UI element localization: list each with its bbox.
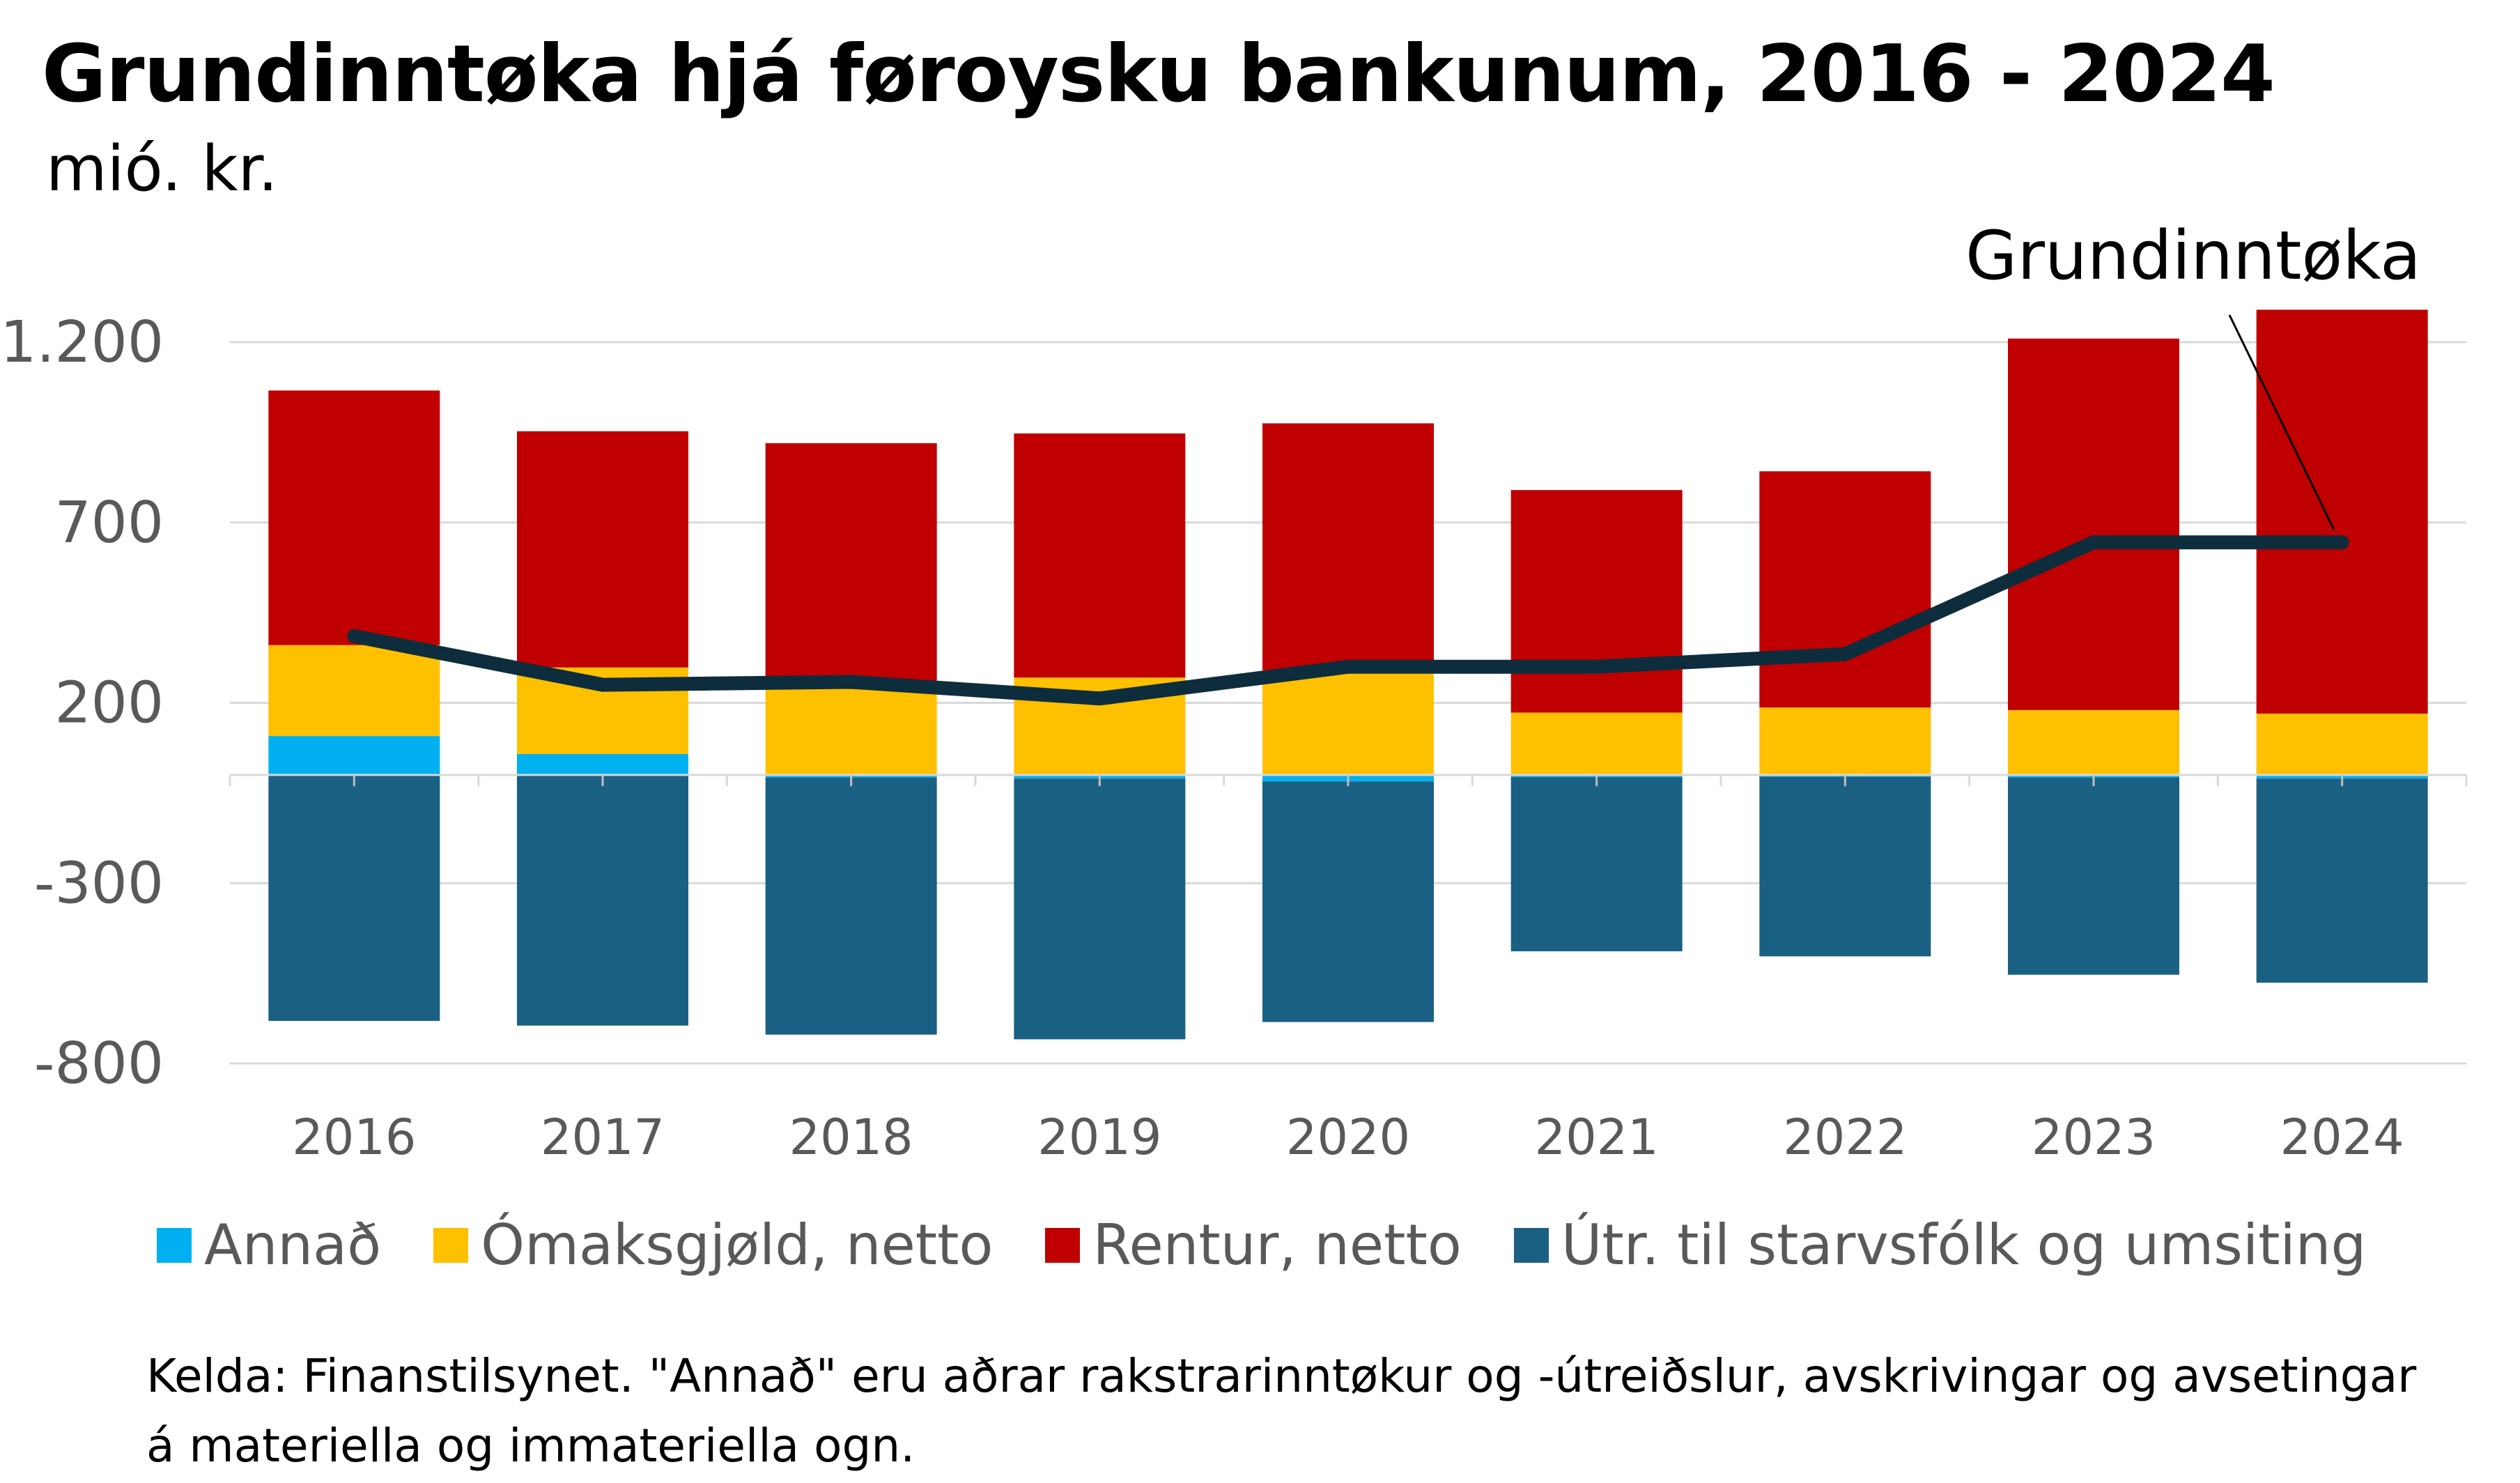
x-axis: 2016 2017 2018 2019 2020 2021 2022 2023 2024 — [229, 774, 2468, 1166]
x-tick-label: 2017 — [541, 1109, 665, 1166]
x-tick-label: 2018 — [789, 1109, 913, 1166]
chart-title: Grundinntøka hjá føroysku bankunum, 2016… — [42, 28, 2275, 120]
bar-segment — [1262, 423, 1434, 670]
legend-item: Annað — [157, 1213, 381, 1277]
legend-swatch — [1513, 1227, 1549, 1263]
bar-segment — [1014, 433, 1186, 678]
bar-segment — [765, 688, 937, 775]
bar-segment — [517, 753, 688, 775]
grundinntoka-line — [347, 535, 2349, 706]
y-axis: 1.200 700 200 -300 -800 — [0, 309, 164, 1097]
bar-segment — [2008, 777, 2179, 975]
bar-segment — [2256, 714, 2428, 775]
legend-item: Ómaksgjøld, netto — [433, 1213, 993, 1277]
bar-segment — [1014, 778, 1186, 1040]
bar-segment — [1262, 670, 1434, 775]
x-tick-label: 2022 — [1783, 1109, 1907, 1166]
bar-segment — [268, 645, 440, 737]
legend-label: Útr. til starvsfólk og umsiting — [1561, 1213, 2367, 1277]
legend-item: Rentur, netto — [1045, 1213, 1462, 1277]
line-series — [347, 535, 2349, 706]
bar-segment — [1759, 471, 1931, 708]
annotation-leader-line — [2228, 314, 2335, 530]
y-tick-label: 700 — [54, 490, 164, 556]
annotations: Grundinntøka — [1965, 217, 2421, 530]
bar-segment — [765, 777, 937, 1035]
bar-segment — [268, 736, 440, 775]
legend-label: Annað — [204, 1213, 382, 1277]
bar-segment — [2256, 309, 2428, 714]
legend-swatch — [433, 1227, 469, 1263]
legend-swatch — [1045, 1227, 1081, 1263]
x-tick-label: 2021 — [1535, 1109, 1659, 1166]
annotation-label: Grundinntøka — [1965, 217, 2421, 295]
y-tick-label: 1.200 — [0, 309, 164, 376]
legend-item: Útr. til starvsfólk og umsiting — [1513, 1213, 2367, 1277]
bar-segment — [2008, 338, 2179, 710]
x-tick-label: 2020 — [1286, 1109, 1410, 1166]
legend-label: Ómaksgjøld, netto — [481, 1213, 994, 1277]
y-tick-label: -800 — [34, 1031, 164, 1097]
x-tick-label: 2023 — [2032, 1109, 2156, 1166]
bar-segment — [2256, 778, 2428, 983]
legend-label: Rentur, netto — [1092, 1213, 1462, 1277]
bar-segment — [268, 775, 440, 1021]
x-tick-label: 2016 — [292, 1109, 416, 1166]
x-tick-label: 2024 — [2280, 1109, 2404, 1166]
y-tick-label: -300 — [34, 850, 164, 916]
bar-segment — [1510, 777, 1683, 952]
bar-segment — [268, 390, 440, 645]
bar-segment — [517, 431, 688, 668]
bar-segment — [1510, 490, 1683, 713]
legend: Annað Ómaksgjøld, netto Rentur, netto Útr. … — [157, 1213, 2418, 1277]
source-note: Kelda: Finanstilsynet. "Annað" eru aðrar… — [146, 1349, 2417, 1473]
bar-segment — [517, 775, 688, 1026]
bar-segment — [1510, 712, 1683, 775]
bar-segment — [765, 443, 937, 689]
y-tick-label: 200 — [54, 670, 164, 737]
bars — [268, 309, 2428, 1040]
bar-segment — [1759, 776, 1931, 957]
chart-subtitle: mió. kr. — [46, 132, 278, 206]
legend-swatch — [157, 1227, 192, 1263]
bar-segment — [1262, 781, 1434, 1022]
x-tick-label: 2019 — [1037, 1109, 1161, 1166]
bar-segment — [1759, 707, 1931, 775]
bar-segment — [2008, 709, 2179, 775]
